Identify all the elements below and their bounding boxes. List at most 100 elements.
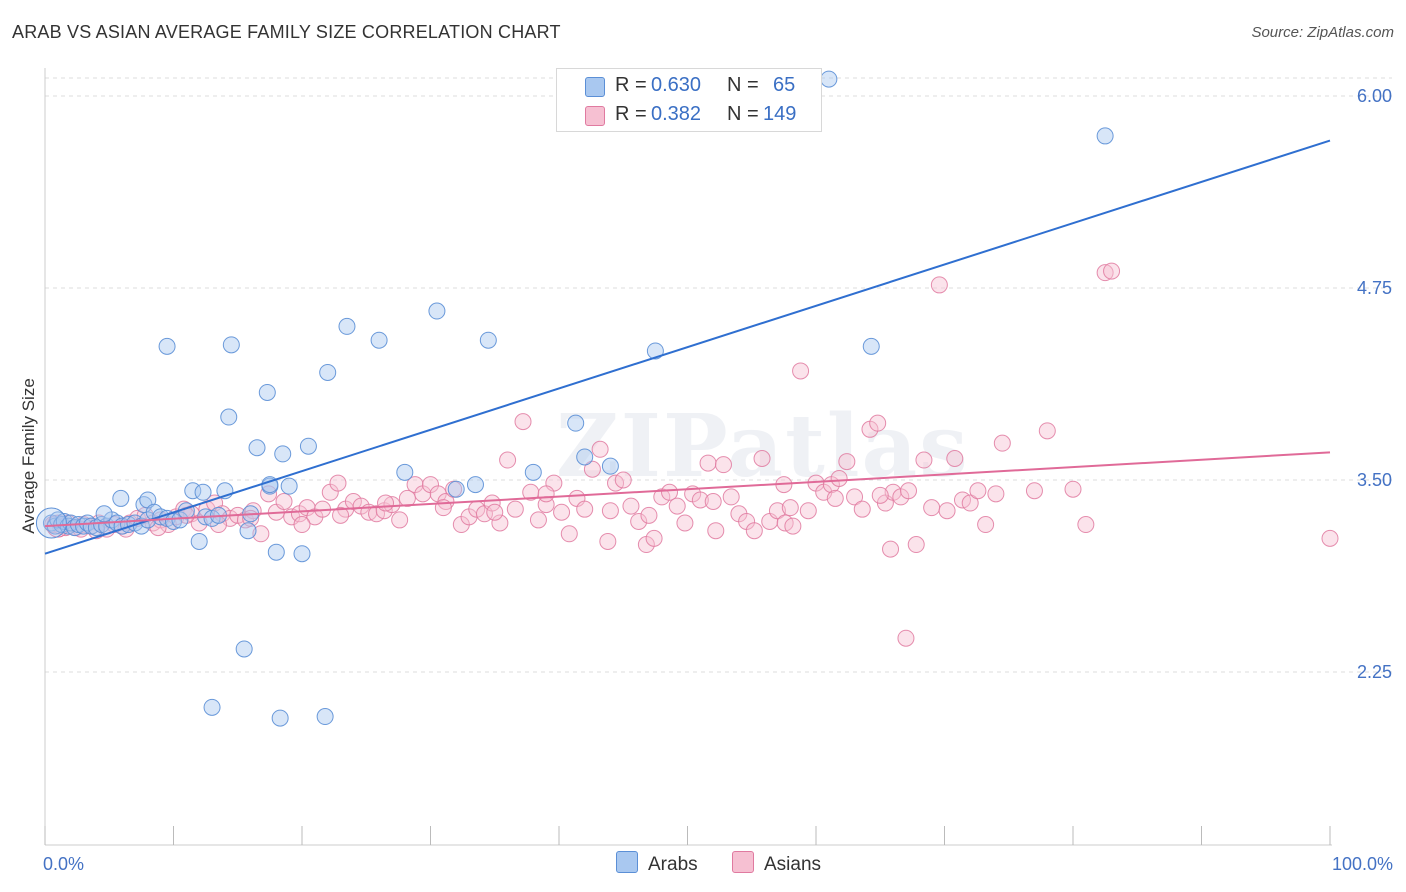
- asian-point: [781, 499, 799, 517]
- asian-point: [961, 494, 979, 512]
- arab-point: [222, 336, 240, 354]
- asian-point: [969, 482, 987, 500]
- y-axis-label: Average Family Size: [19, 378, 38, 534]
- asian-point: [977, 516, 995, 534]
- asian-point: [871, 486, 889, 504]
- asian-point: [799, 502, 817, 520]
- arab-point: [203, 698, 221, 716]
- legend-asians-label: Asians: [764, 854, 822, 875]
- asian-point: [529, 511, 547, 529]
- asian-point: [391, 511, 409, 529]
- bottom-legend-asians: Asians: [732, 851, 821, 876]
- asian-point: [329, 474, 347, 492]
- asian-point: [869, 414, 887, 432]
- legend-row-arabs: R = 0.630 N = 65: [557, 71, 821, 101]
- arab-point: [271, 709, 289, 727]
- arab-point: [95, 505, 113, 523]
- arab-point: [319, 363, 337, 381]
- arab-point: [171, 511, 189, 529]
- arab-point: [601, 457, 619, 475]
- asian-point: [704, 493, 722, 511]
- legend-row-asians: R = 0.382 N = 149: [557, 100, 821, 130]
- bottom-legend-arabs: Arabs: [616, 851, 698, 876]
- asian-point: [614, 471, 632, 489]
- asian-point: [846, 488, 864, 506]
- asian-point: [591, 440, 609, 458]
- arabs-swatch-icon: [616, 851, 638, 873]
- asian-point: [599, 532, 617, 550]
- y-tick-label: 6.00: [1357, 86, 1392, 106]
- arab-point: [316, 708, 334, 726]
- asian-point: [499, 451, 517, 469]
- arab-point: [299, 437, 317, 455]
- asian-point: [275, 493, 293, 511]
- asian-point: [1064, 480, 1082, 498]
- arab-point: [165, 512, 182, 530]
- arab-point: [267, 543, 285, 561]
- y-tick-label: 3.50: [1357, 470, 1392, 490]
- asians-series: [44, 262, 1339, 647]
- y-tick-label: 4.75: [1357, 278, 1392, 298]
- legend-r-value: 0.630: [651, 74, 702, 96]
- asian-point: [506, 500, 524, 518]
- asian-point: [930, 276, 948, 294]
- asians-trend-line: [44, 451, 1331, 528]
- asian-point: [576, 500, 594, 518]
- arab-point: [158, 337, 176, 355]
- asian-point: [252, 525, 270, 543]
- asian-point: [882, 540, 900, 558]
- arab-point: [220, 408, 238, 426]
- arab-point: [248, 439, 266, 457]
- asian-point: [699, 454, 717, 472]
- asian-point: [993, 434, 1011, 452]
- asian-point: [491, 514, 509, 532]
- arab-point: [428, 302, 446, 320]
- asian-point: [398, 489, 416, 507]
- asian-point: [900, 482, 918, 500]
- asian-point: [514, 413, 532, 431]
- axis-labels: 2.25 3.50 4.75 6.00 0.0% 100.0% Average Family…: [19, 86, 1393, 874]
- legend-r-label: R =: [615, 74, 647, 96]
- asians-swatch-icon: [732, 851, 754, 873]
- arab-point: [479, 331, 497, 349]
- arab-point: [235, 640, 253, 658]
- legend-arabs-label: Arabs: [648, 854, 698, 875]
- asian-point: [830, 469, 848, 487]
- y-tick-label: 2.25: [1357, 662, 1392, 682]
- asian-point: [907, 536, 925, 554]
- asian-point: [377, 494, 395, 512]
- legend-n-label: N =: [727, 103, 759, 125]
- asian-point: [853, 500, 871, 518]
- asian-point: [560, 525, 578, 543]
- x-tick-label: 100.0%: [1332, 854, 1393, 874]
- arab-point: [820, 70, 838, 88]
- asian-point: [583, 460, 601, 478]
- arab-point: [280, 477, 298, 495]
- legend-r-label: R =: [615, 103, 647, 125]
- asian-point: [1096, 264, 1114, 282]
- axes: [44, 68, 1332, 846]
- asian-point: [722, 488, 740, 506]
- asian-point: [915, 451, 933, 469]
- arab-point: [194, 483, 212, 501]
- asian-point: [768, 502, 786, 520]
- asian-point: [987, 485, 1005, 503]
- asian-point: [923, 499, 941, 517]
- asian-point: [745, 522, 763, 540]
- asian-point: [1321, 529, 1339, 547]
- asian-point: [553, 503, 571, 521]
- asian-point: [792, 362, 810, 380]
- arab-point: [524, 463, 542, 481]
- arab-point: [646, 342, 664, 360]
- asian-point: [293, 516, 311, 534]
- arabs-series: [35, 70, 1114, 727]
- asian-point: [784, 517, 802, 535]
- asian-point: [1025, 482, 1043, 500]
- asian-point: [1077, 516, 1095, 534]
- arab-point: [862, 337, 880, 355]
- asian-point: [640, 506, 658, 524]
- asian-point: [486, 503, 504, 521]
- arab-point: [274, 445, 292, 463]
- asian-point: [383, 496, 401, 514]
